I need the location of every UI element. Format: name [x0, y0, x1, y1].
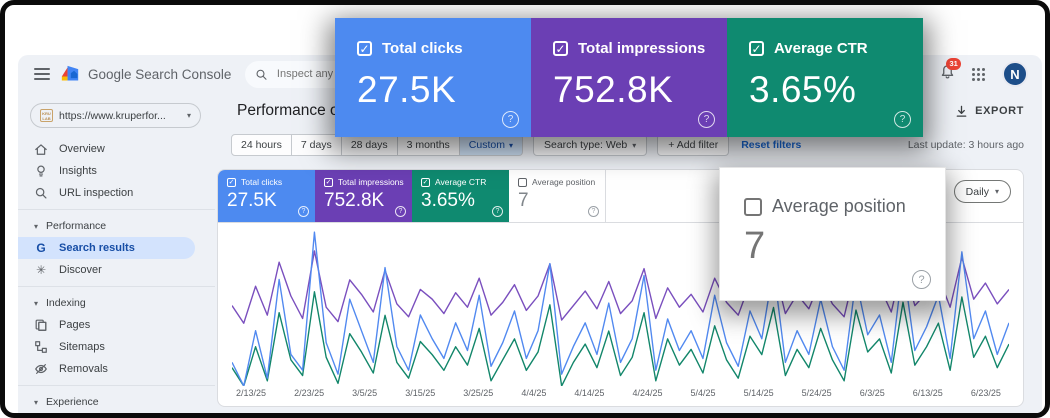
search-type-filter[interactable]: Search type: Web ▾ [533, 134, 648, 156]
sidebar-item-search-results[interactable]: G Search results [18, 237, 195, 259]
average-position-card[interactable]: Average position 7 ? [509, 170, 606, 222]
collapse-caret-icon: ▾ [34, 221, 39, 231]
checkbox-unchecked-icon[interactable] [518, 177, 527, 187]
google-g-icon: G [36, 241, 46, 255]
date-range-segmented-control: 24 hours 7 days 28 days 3 months Custom ▾ [231, 134, 523, 156]
range-28-days-button[interactable]: 28 days [341, 134, 398, 156]
sidebar-item-url-inspection[interactable]: URL inspection [18, 182, 195, 204]
notifications-bell-icon[interactable]: 31 [940, 57, 962, 85]
checkbox-checked-icon[interactable] [421, 177, 430, 187]
export-button[interactable]: EXPORT [955, 105, 1024, 118]
help-circle-icon: ? [698, 111, 715, 128]
sidebar-item-overview[interactable]: Overview [18, 138, 195, 160]
series-ctr-line [232, 291, 1009, 386]
lightbulb-icon [37, 165, 45, 177]
sidebar-item-sitemaps[interactable]: Sitemaps [18, 336, 195, 358]
magnifier-icon [35, 187, 47, 199]
search-console-logo-icon [61, 65, 79, 81]
range-24-hours-button[interactable]: 24 hours [231, 134, 292, 156]
average-ctr-card[interactable]: Average CTR 3.65% ? [412, 170, 509, 222]
property-favicon: KRU LAB [40, 109, 53, 122]
sidebar: KRU LAB https://www.kruperfor... ▾ Overv… [18, 93, 215, 418]
zoom-total-impressions-value: 752.8K [553, 69, 674, 110]
notification-count-badge: 31 [946, 57, 962, 70]
reset-filters-link[interactable]: Reset filters [741, 139, 802, 151]
help-circle-icon[interactable]: ? [298, 206, 309, 217]
checkbox-checked-icon[interactable] [324, 177, 333, 187]
chevron-down-icon: ▾ [994, 187, 999, 196]
collapse-caret-icon: ▾ [34, 298, 39, 308]
sidebar-section-performance[interactable]: ▾ Performance [34, 220, 107, 232]
sidebar-section-indexing[interactable]: ▾ Indexing [34, 297, 86, 309]
app-title: Google Search Console [88, 66, 232, 82]
help-circle-icon[interactable]: ? [395, 206, 406, 217]
sidebar-item-insights[interactable]: Insights [18, 160, 195, 182]
granularity-dropdown[interactable]: Daily ▾ [953, 180, 1011, 203]
zoom-average-position-value: 7 [744, 225, 766, 267]
help-circle-icon: ? [502, 111, 519, 128]
checkbox-checked-icon [357, 41, 372, 56]
sidebar-section-experience[interactable]: ▾ Experience [34, 396, 99, 408]
filter-bar: 24 hours 7 days 28 days 3 months Custom ▾… [231, 133, 1024, 157]
search-icon [256, 69, 267, 80]
checkbox-checked-icon [749, 41, 764, 56]
sidebar-divider [18, 385, 215, 386]
chevron-down-icon: ▾ [508, 140, 513, 150]
total-clicks-card[interactable]: Total clicks 27.5K ? [218, 170, 315, 222]
menu-icon[interactable] [34, 68, 50, 80]
x-axis-labels: 2/13/25 2/23/25 3/5/25 3/15/25 3/25/25 4/4/25… [236, 388, 1001, 398]
sidebar-divider [18, 286, 215, 287]
help-circle-icon[interactable]: ? [588, 206, 599, 217]
download-icon [956, 105, 967, 117]
checkbox-unchecked-icon [744, 197, 762, 216]
range-3-months-button[interactable]: 3 months [397, 134, 460, 156]
series-clicks-line [232, 231, 1009, 386]
zoom-overlay-average-position: Average position 7 ? [719, 167, 946, 301]
range-custom-button[interactable]: Custom ▾ [459, 134, 523, 156]
total-impressions-card[interactable]: Total impressions 752.8K ? [315, 170, 412, 222]
total-impressions-value: 752.8K [324, 190, 385, 211]
zoom-total-impressions-card: Total impressions 752.8K ? [531, 18, 727, 137]
google-apps-grid-icon[interactable] [972, 67, 985, 81]
sidebar-item-pages[interactable]: Pages [18, 314, 195, 336]
home-icon [35, 143, 47, 155]
metric-cards-row: Total clicks 27.5K ? Total impressions 7… [218, 170, 1023, 223]
zoom-total-clicks-value: 27.5K [357, 69, 457, 110]
avatar[interactable]: N [1002, 61, 1028, 87]
average-position-value: 7 [518, 190, 529, 211]
sitemap-tree-icon [35, 341, 47, 353]
zoom-overlay-metric-cards: Total clicks 27.5K ? Total impressions 7… [335, 18, 923, 137]
average-ctr-value: 3.65% [421, 190, 475, 211]
help-circle-icon[interactable]: ? [492, 206, 503, 217]
sidebar-item-removals[interactable]: Removals [18, 358, 195, 380]
zoom-total-clicks-card: Total clicks 27.5K ? [335, 18, 531, 137]
total-clicks-value: 27.5K [227, 190, 277, 211]
help-circle-icon: ? [912, 270, 931, 289]
last-update-text: Last update: 3 hours ago [907, 139, 1024, 151]
property-selector[interactable]: KRU LAB https://www.kruperfor... ▾ [30, 103, 201, 128]
chevron-down-icon: ▾ [186, 111, 191, 120]
zoom-average-ctr-card: Average CTR 3.65% ? [727, 18, 923, 137]
sidebar-item-discover[interactable]: ✳ Discover [35, 263, 102, 277]
range-7-days-button[interactable]: 7 days [291, 134, 342, 156]
collapse-caret-icon: ▾ [34, 397, 39, 407]
add-filter-button[interactable]: + Add filter [657, 134, 730, 156]
discover-asterisk-icon: ✳ [35, 263, 47, 277]
sidebar-item-core-web-vitals[interactable]: Core Web Vitals [18, 413, 195, 418]
property-url: https://www.kruperfor... [59, 109, 166, 122]
checkbox-checked-icon[interactable] [227, 177, 236, 187]
zoom-average-ctr-value: 3.65% [749, 69, 857, 110]
sidebar-divider [18, 209, 215, 210]
eye-off-icon [35, 364, 47, 374]
pages-icon [35, 319, 47, 331]
help-circle-icon: ? [894, 111, 911, 128]
chevron-down-icon: ▾ [632, 140, 637, 150]
checkbox-checked-icon [553, 41, 568, 56]
